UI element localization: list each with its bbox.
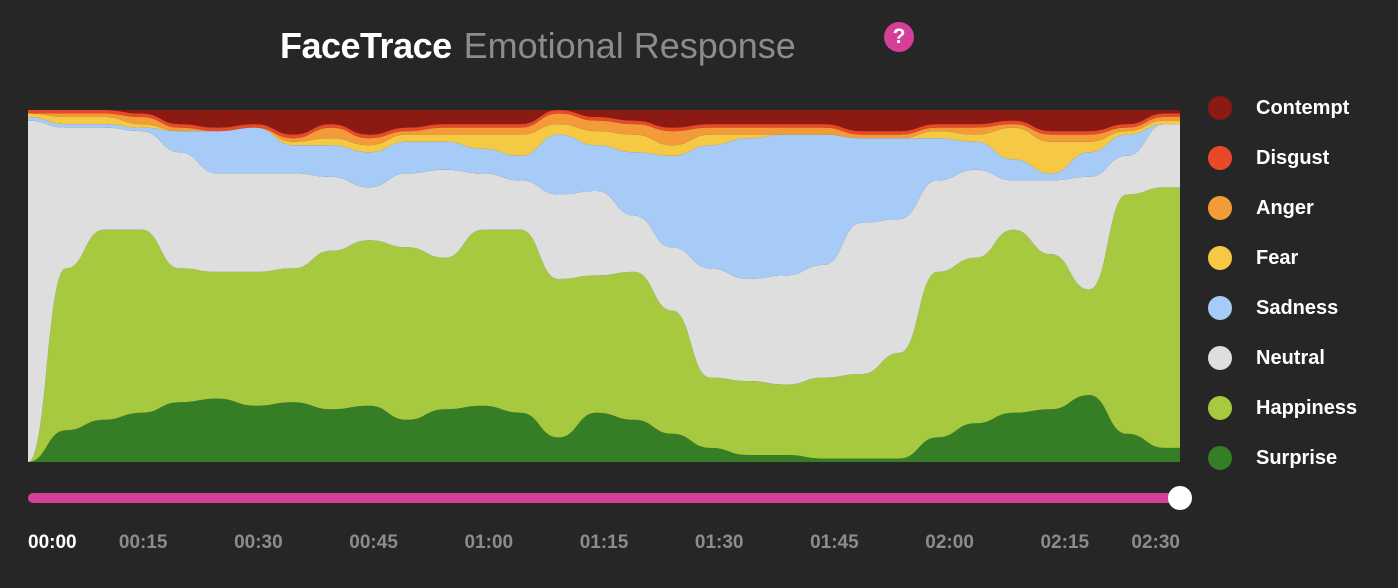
tick-label: 00:15 — [118, 532, 168, 553]
legend-swatch-sadness — [1208, 296, 1232, 320]
legend-label-disgust: Disgust — [1256, 146, 1330, 169]
legend-swatch-disgust — [1208, 146, 1232, 170]
area-anger — [28, 113, 1180, 146]
page-title: FaceTrace Emotional Response — [280, 22, 796, 70]
timeline-slider[interactable] — [28, 485, 1194, 513]
area-neutral — [28, 120, 1180, 462]
tick-label: 01:45 — [810, 532, 859, 553]
area-sadness — [28, 117, 1180, 279]
legend-label-happiness: Happiness — [1256, 396, 1358, 419]
tick-label: 00:30 — [234, 532, 283, 553]
legend-item-surprise: Surprise — [1208, 442, 1337, 474]
tick-label: 02:30 — [1131, 532, 1180, 553]
legend-swatch-contempt — [1208, 96, 1232, 120]
legend-item-disgust: Disgust — [1208, 142, 1329, 174]
legend-swatch-fear — [1208, 246, 1232, 270]
area-fear — [28, 113, 1180, 174]
area-disgust — [28, 110, 1180, 139]
legend-label-anger: Anger — [1256, 196, 1314, 219]
legend-item-sadness: Sadness — [1208, 292, 1338, 324]
tick-label: 02:00 — [925, 532, 974, 553]
tick-label: 01:00 — [464, 532, 514, 553]
tick-label: 00:45 — [349, 532, 398, 553]
area-surprise — [28, 395, 1180, 462]
legend-label-contempt: Contempt — [1256, 96, 1350, 119]
timeline-thumb[interactable] — [1168, 486, 1192, 510]
area-happiness — [28, 187, 1180, 462]
legend-item-anger: Anger — [1208, 192, 1314, 224]
legend-swatch-surprise — [1208, 446, 1232, 470]
help-icon[interactable]: ? — [884, 22, 914, 52]
legend-swatch-neutral — [1208, 346, 1232, 370]
legend-item-contempt: Contempt — [1208, 92, 1349, 124]
legend-label-neutral: Neutral — [1256, 346, 1325, 369]
legend-swatch-anger — [1208, 196, 1232, 220]
legend-swatch-happiness — [1208, 396, 1232, 420]
legend-item-happiness: Happiness — [1208, 392, 1357, 424]
legend-label-sadness: Sadness — [1256, 296, 1339, 319]
tick-label: 01:30 — [694, 532, 744, 553]
legend-item-neutral: Neutral — [1208, 342, 1325, 374]
tick-label: 02:15 — [1040, 532, 1090, 553]
brand-name: FaceTrace — [280, 25, 452, 66]
timeline-progress — [28, 493, 1180, 503]
tick-label: 01:15 — [579, 532, 629, 553]
page-subtitle: Emotional Response — [463, 25, 796, 66]
legend-label-surprise: Surprise — [1256, 446, 1338, 469]
emotion-area-chart — [28, 110, 1180, 462]
legend-item-fear: Fear — [1208, 242, 1298, 274]
tick-label: 00:00 — [28, 532, 77, 553]
area-contempt — [28, 110, 1180, 135]
legend-label-fear: Fear — [1256, 246, 1299, 269]
